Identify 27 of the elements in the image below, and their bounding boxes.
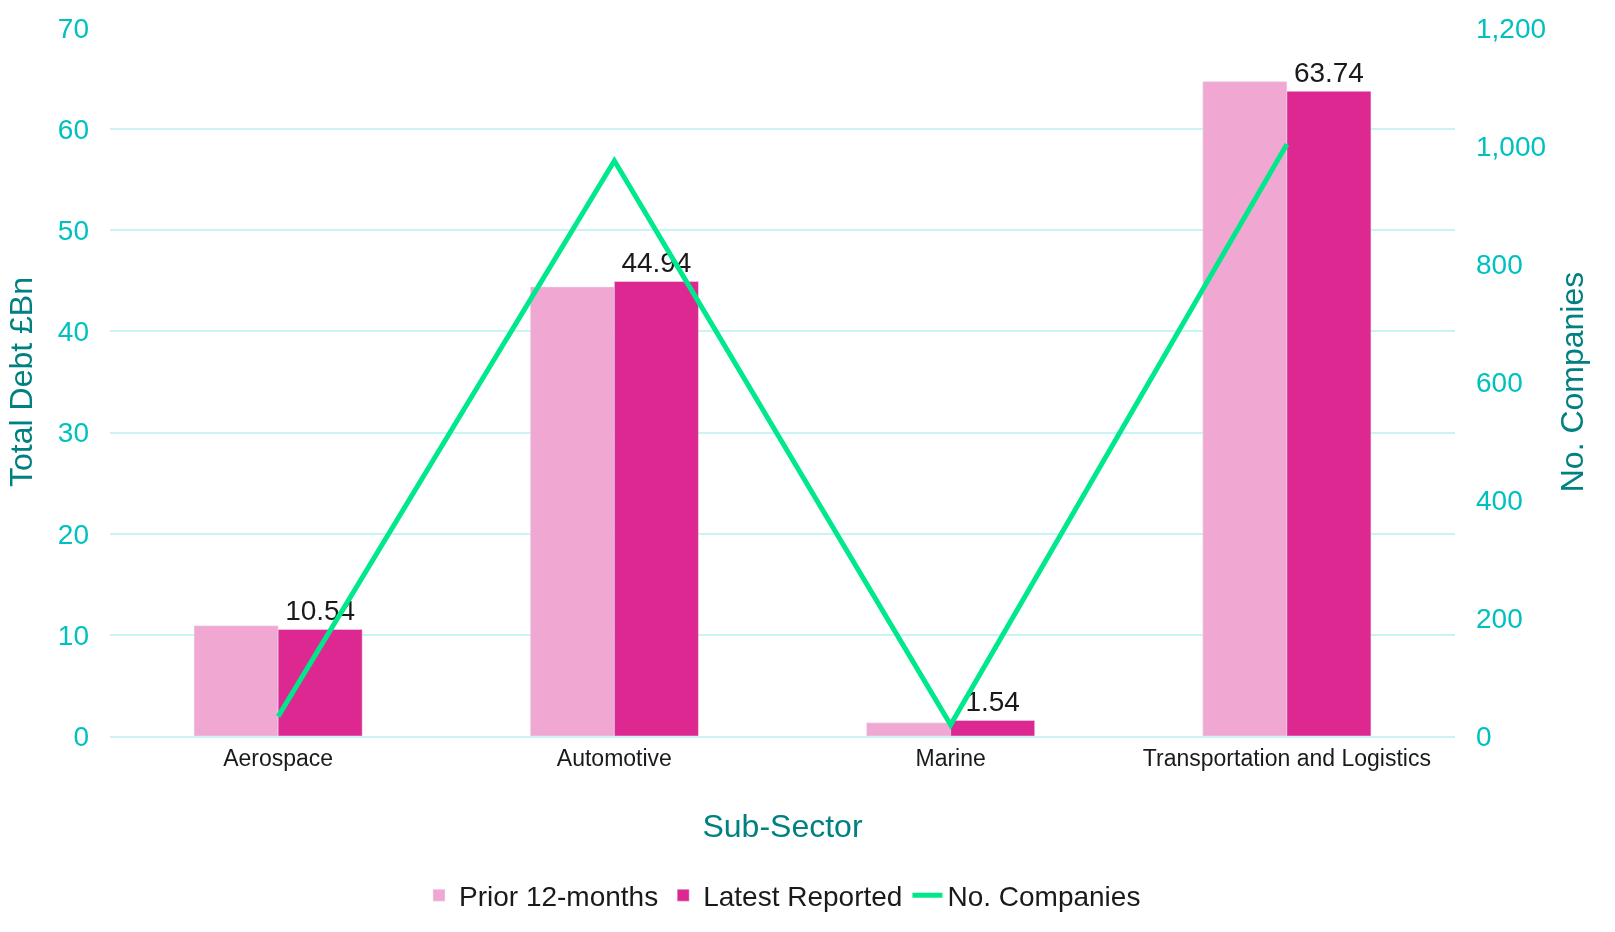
y2-tick-label: 0 — [1476, 720, 1492, 752]
data-label: 63.74 — [1293, 57, 1364, 89]
x-tick-label: Marine — [915, 744, 986, 771]
legend-label: Latest Reported — [703, 881, 903, 913]
y-tick-label: 10 — [57, 619, 89, 651]
x-tick-label: Aerospace — [223, 744, 334, 771]
y2-tick-label: 600 — [1476, 366, 1523, 398]
y-tick-label: 20 — [57, 518, 89, 550]
x-tick-label: Automotive — [556, 744, 672, 771]
y-tick-label: 50 — [57, 215, 89, 247]
y2-tick-label: 400 — [1476, 484, 1523, 516]
y-tick-label: 60 — [57, 113, 89, 145]
y2-tick-label: 1,000 — [1476, 130, 1547, 162]
x-axis-title: Sub-Sector — [702, 808, 863, 844]
y-tick-label: 70 — [57, 12, 89, 44]
y-axis-title: Total Debt £Bn — [3, 277, 40, 487]
y2-tick-label: 200 — [1476, 602, 1523, 634]
y-tick-label: 30 — [57, 417, 89, 449]
y-tick-label: 40 — [57, 316, 89, 348]
y2-axis-title: No. Companies — [1553, 271, 1590, 493]
y-tick-label: 0 — [73, 720, 89, 752]
x-tick-label: Transportation and Logistics — [1142, 744, 1431, 771]
y2-tick-label: 800 — [1476, 248, 1523, 280]
y2-tick-label: 1,200 — [1476, 12, 1547, 44]
legend-label: Prior 12-months — [459, 881, 659, 913]
data-label: 1.54 — [965, 686, 1020, 718]
legend-label: No. Companies — [947, 881, 1141, 913]
